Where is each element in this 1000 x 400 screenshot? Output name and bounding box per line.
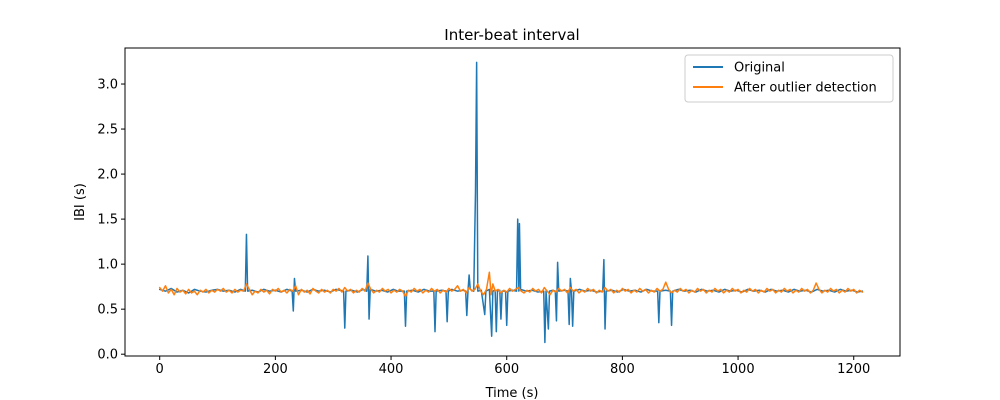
legend-box bbox=[684, 54, 894, 103]
x-axis-ticks: 0 200 400 600 800 1000 1200 bbox=[156, 356, 870, 377]
series-line-after-outlier-detection bbox=[158, 271, 864, 298]
y-tick-label: 3.0 bbox=[97, 78, 118, 93]
legend-label-after-outlier-detection: After outlier detection bbox=[734, 81, 877, 96]
y-tick-label: 2.5 bbox=[97, 123, 118, 138]
legend: Original After outlier detection bbox=[684, 54, 894, 103]
axes-frame bbox=[124, 47, 901, 357]
x-axis-label: Time (s) bbox=[485, 386, 539, 400]
y-axis-ticks: 0.0 0.5 1.0 1.5 2.0 2.5 3.0 bbox=[97, 78, 125, 363]
series-layer bbox=[158, 61, 864, 344]
y-tick-label: 1.5 bbox=[97, 213, 118, 228]
chart-title: Inter-beat interval bbox=[444, 26, 579, 44]
x-tick-label: 1000 bbox=[722, 362, 755, 377]
x-tick-label: 1200 bbox=[837, 362, 870, 377]
plot-area bbox=[124, 47, 901, 357]
x-tick-label: 200 bbox=[263, 362, 288, 377]
y-tick-label: 2.0 bbox=[97, 168, 118, 183]
x-tick-label: 600 bbox=[494, 362, 519, 377]
x-tick-label: 800 bbox=[610, 362, 635, 377]
legend-label-original: Original bbox=[734, 61, 785, 76]
y-tick-label: 0.0 bbox=[97, 348, 118, 363]
y-axis-label: IBI (s) bbox=[73, 183, 88, 221]
y-tick-label: 0.5 bbox=[97, 303, 118, 318]
y-tick-label: 1.0 bbox=[97, 258, 118, 273]
x-tick-label: 0 bbox=[156, 362, 164, 377]
x-tick-label: 400 bbox=[379, 362, 404, 377]
